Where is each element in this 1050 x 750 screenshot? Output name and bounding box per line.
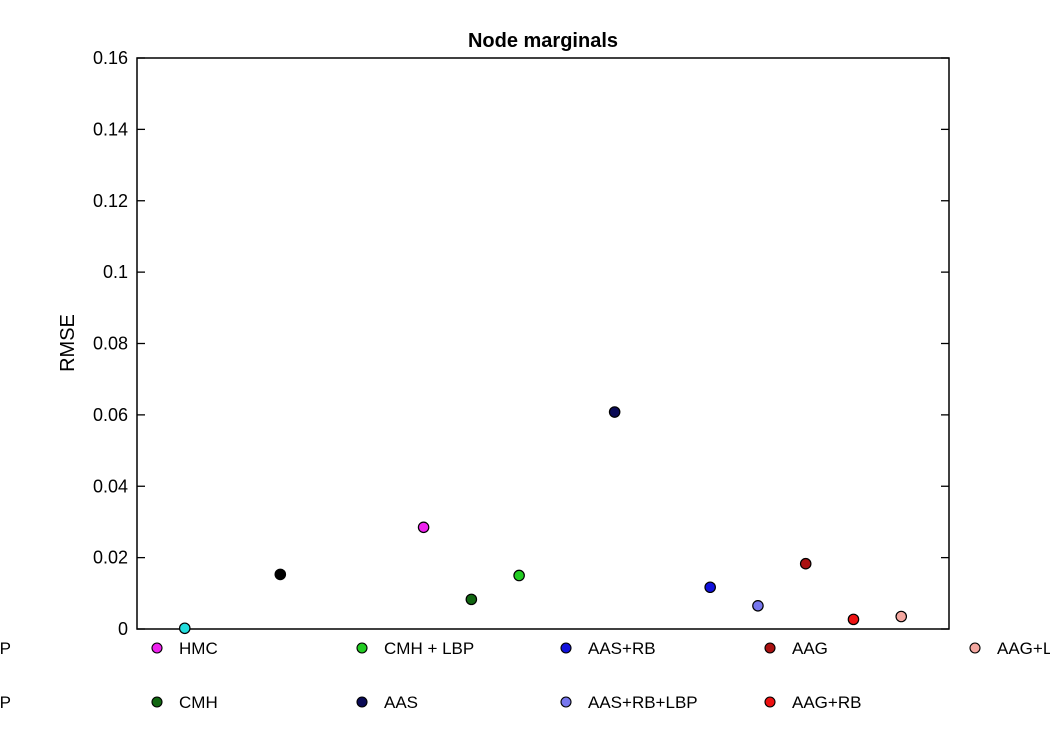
data-point — [704, 581, 716, 594]
y-tick-label: 0.16 — [93, 48, 128, 68]
legend-marker — [356, 642, 368, 654]
legend-marker — [560, 696, 572, 708]
legend: HMC CMH + LBP AAS+RB AAG AAG+LBP CMH AAS AAS+RB… — [0, 639, 1050, 712]
data-point — [608, 406, 621, 418]
y-axis-label: RMSE — [57, 314, 79, 372]
y-tick-label: 0.06 — [93, 405, 128, 425]
legend-label: HMC — [179, 639, 218, 658]
data-points — [178, 406, 908, 635]
legend-label: AAS — [384, 693, 418, 712]
legend-label: AAG — [792, 639, 828, 658]
data-point — [274, 568, 287, 581]
legend-label: AAG+LBP — [997, 639, 1050, 658]
y-tick-label: 0.08 — [93, 334, 128, 354]
y-tick-label: 0.12 — [93, 191, 128, 211]
legend-marker — [764, 696, 776, 708]
data-point — [513, 569, 525, 582]
legend-label: CMH — [179, 693, 218, 712]
legend-marker — [560, 642, 572, 654]
legend-marker — [764, 642, 776, 654]
y-tick-label: 0.04 — [93, 476, 128, 496]
legend-marker — [356, 696, 368, 708]
y-axis-ticks: 0 0.02 0.04 0.06 0.08 0.1 0.12 0.14 0.16 — [93, 48, 949, 639]
data-point — [895, 610, 908, 623]
legend-marker — [969, 642, 981, 654]
legend-marker — [151, 696, 163, 708]
data-point — [465, 593, 478, 606]
data-point — [799, 557, 812, 570]
legend-label: AAG+RB — [792, 693, 861, 712]
data-point — [417, 521, 430, 534]
y-tick-label: 0.02 — [93, 548, 128, 568]
data-point — [178, 622, 191, 635]
data-point — [847, 613, 860, 626]
plot-frame — [136, 57, 950, 630]
legend-label: AAS+RB+LBP — [588, 693, 698, 712]
y-tick-label: 0 — [118, 619, 128, 639]
legend-label-clipped: H-LBP — [0, 693, 11, 712]
chart-title: Node marginals — [468, 30, 618, 52]
legend-label-clipped: P — [0, 639, 11, 658]
legend-label: CMH + LBP — [384, 639, 474, 658]
y-tick-label: 0.14 — [93, 119, 128, 139]
y-tick-label: 0.1 — [103, 262, 128, 282]
legend-label: AAS+RB — [588, 639, 656, 658]
data-point — [752, 600, 764, 612]
legend-marker — [151, 642, 163, 654]
